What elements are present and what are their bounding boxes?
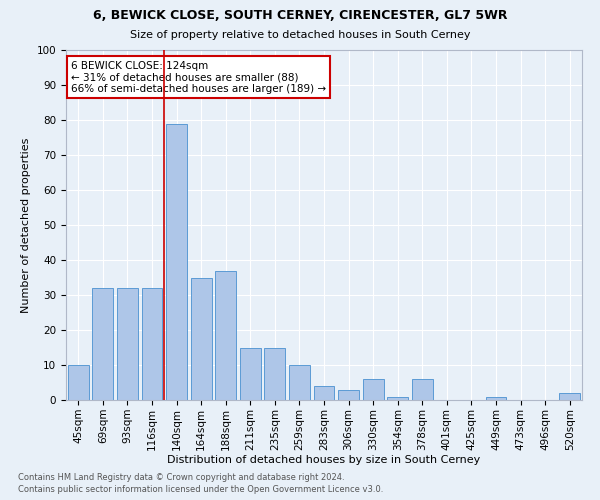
X-axis label: Distribution of detached houses by size in South Cerney: Distribution of detached houses by size … <box>167 456 481 466</box>
Bar <box>117 288 138 400</box>
Bar <box>215 270 236 400</box>
Bar <box>412 379 433 400</box>
Bar <box>92 288 113 400</box>
Text: Contains public sector information licensed under the Open Government Licence v3: Contains public sector information licen… <box>18 485 383 494</box>
Bar <box>240 348 261 400</box>
Bar <box>289 365 310 400</box>
Bar <box>68 365 89 400</box>
Text: Contains HM Land Registry data © Crown copyright and database right 2024.: Contains HM Land Registry data © Crown c… <box>18 474 344 482</box>
Text: Size of property relative to detached houses in South Cerney: Size of property relative to detached ho… <box>130 30 470 40</box>
Bar <box>166 124 187 400</box>
Bar <box>485 396 506 400</box>
Y-axis label: Number of detached properties: Number of detached properties <box>21 138 31 312</box>
Bar <box>559 393 580 400</box>
Bar <box>142 288 163 400</box>
Bar <box>265 348 286 400</box>
Text: 6, BEWICK CLOSE, SOUTH CERNEY, CIRENCESTER, GL7 5WR: 6, BEWICK CLOSE, SOUTH CERNEY, CIRENCEST… <box>93 10 507 22</box>
Bar <box>314 386 334 400</box>
Text: 6 BEWICK CLOSE: 124sqm
← 31% of detached houses are smaller (88)
66% of semi-det: 6 BEWICK CLOSE: 124sqm ← 31% of detached… <box>71 60 326 94</box>
Bar <box>362 379 383 400</box>
Bar <box>387 396 408 400</box>
Bar <box>338 390 359 400</box>
Bar <box>191 278 212 400</box>
